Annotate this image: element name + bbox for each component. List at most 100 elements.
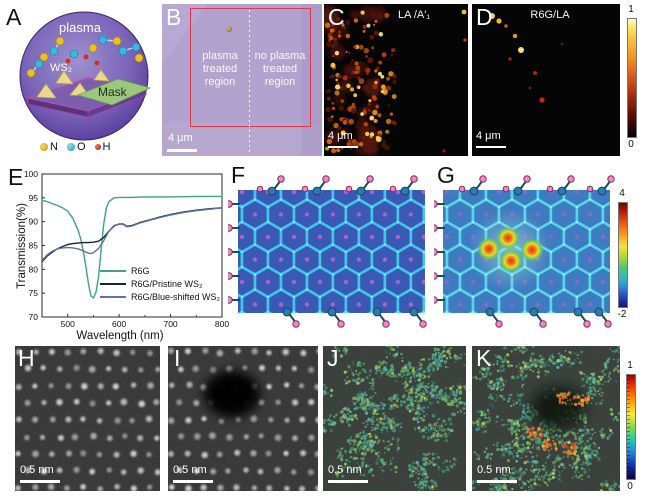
x-axis-label: Wavelength (nm) xyxy=(76,330,164,342)
defect-dark-region xyxy=(531,387,585,429)
mask-substrate-stack xyxy=(26,69,152,118)
strain-map-pristine xyxy=(323,346,466,491)
r6g-hotspots xyxy=(489,13,564,103)
legend-item-o: O xyxy=(66,141,86,153)
legend-text-blueshifted: R6G/Blue-shifted WS₂ xyxy=(131,291,221,302)
panel-j-label: J xyxy=(327,346,339,371)
legend-row-r6g: R6G xyxy=(100,264,220,277)
panel-c-raman-map: C LA /A′₁ 4 μm xyxy=(324,4,468,156)
legend-item-h: H xyxy=(94,141,111,153)
scalebar-text-i: 0.5 nm xyxy=(173,464,207,476)
raman-hotspots xyxy=(324,9,467,154)
legend-h-text: H xyxy=(102,141,111,153)
scalebar-line-c xyxy=(328,146,358,148)
charge-density-defect-lattice xyxy=(434,175,615,328)
raman-map-r6g-la xyxy=(489,13,564,103)
scalebar-line-d xyxy=(476,146,506,148)
edge-hydrogen-atoms xyxy=(434,175,615,328)
panel-c-label: C xyxy=(328,4,345,30)
panel-e-label: E xyxy=(8,164,24,190)
panel-h-stem-pristine: H 0.5 nm xyxy=(15,346,160,491)
o-atom-icon xyxy=(66,143,75,151)
panel-i-stem-defect: I 0.5 nm xyxy=(168,346,318,491)
hot-colorbar-max: 1 xyxy=(628,4,634,15)
hot-colorbar xyxy=(627,18,637,138)
scalebar-text-h: 0.5 nm xyxy=(20,464,54,476)
svg-text:80: 80 xyxy=(29,264,39,274)
legend-text-pristine: R6G/Pristine WS₂ xyxy=(131,278,203,289)
mask-label: Mask xyxy=(98,85,127,99)
substrate-right-region xyxy=(302,4,322,156)
svg-text:70: 70 xyxy=(29,312,39,322)
map-title-r6g-la: R6G/LA xyxy=(530,9,570,21)
defect-spot xyxy=(499,249,523,273)
svg-text:800: 800 xyxy=(215,319,229,329)
ws2-triangle xyxy=(93,69,110,82)
defect-spot xyxy=(477,237,501,261)
scalebar-line-b xyxy=(167,149,197,152)
plasma-atoms xyxy=(26,35,144,78)
hot-colorbar-min: 0 xyxy=(628,139,634,150)
panel-b-label: B xyxy=(166,4,182,30)
panel-d-raman-map: D R6G/LA 4 μm xyxy=(472,4,620,156)
panel-k-label: K xyxy=(476,346,492,371)
scalebar-line-i xyxy=(173,480,213,483)
h-atom-icon xyxy=(94,144,101,150)
plasma-treated-region-label: plasma treated region xyxy=(202,50,238,88)
jet-colorbar-g xyxy=(618,202,628,308)
panel-j-strain-map-pristine: J 0.5 nm xyxy=(323,346,466,491)
svg-text:90: 90 xyxy=(29,217,39,227)
scalebar-line-k xyxy=(477,480,517,483)
panel-d-label: D xyxy=(476,4,493,30)
jet-colorbar-k xyxy=(626,374,636,480)
ws2-triangle xyxy=(55,70,74,85)
transmission-spectra-plot: 70 75 80 85 90 95 100 500 600 700 800 xyxy=(24,169,230,329)
scalebar-text-b: 4 μm xyxy=(168,132,193,144)
axis-ticks: 70 75 80 85 90 95 100 500 600 700 800 xyxy=(24,169,230,329)
scalebar-text-k: 0.5 nm xyxy=(477,464,511,476)
region-outline-box xyxy=(190,8,311,127)
stem-image-defect xyxy=(168,346,318,491)
svg-text:600: 600 xyxy=(112,319,126,329)
svg-text:85: 85 xyxy=(29,241,39,251)
lattice-area xyxy=(443,190,610,313)
scalebar-line-j xyxy=(328,480,368,483)
jet-colorbar-g-min: -2 xyxy=(617,309,627,320)
svg-text:75: 75 xyxy=(29,288,39,298)
strain-hotspots xyxy=(525,391,591,456)
series-lines xyxy=(41,195,223,299)
legend-item-n: N xyxy=(40,141,58,153)
legend-line-blueshifted xyxy=(100,295,126,298)
legend-n-text: N xyxy=(50,141,58,153)
legend-row-pristine: R6G/Pristine WS₂ xyxy=(100,277,220,290)
chart-legend: R6G R6G/Pristine WS₂ R6G/Blue-shifted WS… xyxy=(100,264,220,303)
plasma-treatment-illustration xyxy=(19,11,152,141)
svg-text:700: 700 xyxy=(163,319,177,329)
panel-f-label: F xyxy=(231,162,246,188)
panel-e-transmission-chart: E 70 75 80 85 90 95 100 500 600 700 800 Wavelength… xyxy=(8,164,232,344)
mask-plate xyxy=(76,78,152,106)
legend-row-blueshifted: R6G/Blue-shifted WS₂ xyxy=(100,290,220,303)
defect-spot xyxy=(520,238,544,262)
panel-f-dft-pristine: F xyxy=(228,164,432,344)
panel-a-label: A xyxy=(6,4,22,30)
vacancy-void xyxy=(204,371,260,417)
jet-colorbar-k-max: 1 xyxy=(627,360,633,371)
panel-a: A plasma WS₂ Mask N O H xyxy=(0,0,162,160)
panel-g-dft-defect: G xyxy=(434,164,624,344)
scalebar-text-j: 0.5 nm xyxy=(328,464,362,476)
legend-line-pristine xyxy=(100,282,126,285)
panel-k-strain-map-defect: K 0.5 nm xyxy=(472,346,620,491)
panel-b-optical-image: B plasma treated region no plasma treate… xyxy=(162,4,322,156)
strain-map-defect xyxy=(472,346,620,491)
charge-density-pristine-lattice xyxy=(228,175,427,328)
svg-text:95: 95 xyxy=(29,193,39,203)
defect-spot xyxy=(496,226,520,250)
legend-o-text: O xyxy=(76,141,86,153)
stem-image-pristine xyxy=(15,346,160,491)
raman-map-la-a1 xyxy=(324,4,467,156)
atom-legend: N O H xyxy=(40,141,110,153)
scalebar-text-c: 4 μm xyxy=(328,130,353,142)
colorbar-tick-stripes xyxy=(627,375,630,479)
